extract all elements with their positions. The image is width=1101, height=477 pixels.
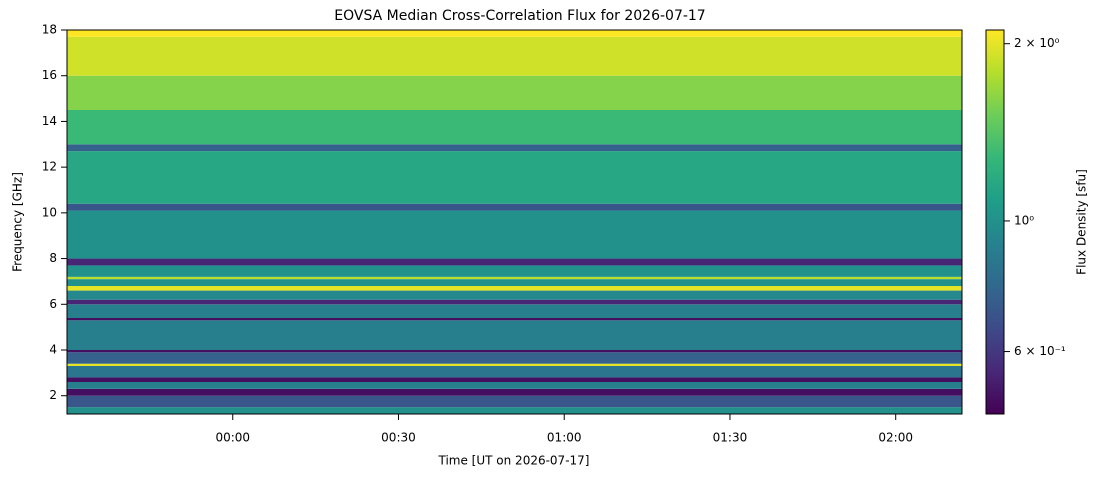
heatmap-cell: [67, 299, 962, 305]
y-tick-label: 10: [42, 205, 57, 219]
heatmap-cell: [67, 377, 962, 382]
x-tick-label: 00:30: [381, 431, 416, 445]
heatmap-cell: [67, 350, 962, 353]
x-tick-label: 01:30: [713, 431, 748, 445]
heatmap-cell: [67, 352, 962, 364]
colorbar-label: Flux Density [sfu]: [1075, 169, 1089, 275]
y-tick-label: 12: [42, 160, 57, 174]
heatmap-cell: [67, 395, 962, 408]
y-tick-label: 18: [42, 23, 57, 37]
colorbar-tick-label: 10⁰: [1014, 213, 1034, 227]
heatmap-cell: [67, 75, 962, 110]
colorbar: [985, 29, 1005, 415]
heatmap-cell: [67, 110, 962, 145]
plot-frame: [66, 29, 963, 415]
heatmap-cell: [67, 30, 962, 37]
x-tick-label: 02:00: [878, 431, 913, 445]
y-tick-label: 8: [49, 251, 57, 265]
heatmap-cell: [67, 286, 962, 291]
heatmap-cell: [67, 276, 962, 280]
heatmap-cell: [67, 36, 962, 76]
heatmap-cell: [67, 382, 962, 389]
heatmap-cell: [67, 265, 962, 277]
y-tick-label: 14: [42, 114, 57, 128]
heatmap-cell: [67, 144, 962, 152]
heatmap-cell: [67, 203, 962, 211]
heatmap-cell: [67, 366, 962, 378]
heatmap-cell: [67, 407, 962, 414]
heatmap-cell: [67, 318, 962, 321]
x-tick-label: 01:00: [547, 431, 582, 445]
colorbar-tick-label: 2 × 10⁰: [1014, 36, 1060, 50]
heatmap-cell: [67, 258, 962, 266]
heatmap-cell: [67, 210, 962, 259]
y-tick-label: 2: [49, 388, 57, 402]
heatmap-cell: [67, 279, 962, 286]
heatmap-cell: [67, 151, 962, 204]
y-tick-label: 6: [49, 297, 57, 311]
heatmap-cell: [67, 290, 962, 300]
heatmap-cell: [67, 320, 962, 350]
heatmap-cell: [67, 363, 962, 366]
y-tick-label: 4: [49, 343, 57, 357]
x-axis-label: Time [UT on 2026-07-17]: [438, 454, 590, 468]
x-tick-label: 00:00: [215, 431, 250, 445]
heatmap-cell: [67, 388, 962, 396]
y-axis-label: Frequency [GHz]: [11, 172, 25, 272]
colorbar-tick-label: 6 × 10⁻¹: [1014, 344, 1066, 358]
chart-title: EOVSA Median Cross-Correlation Flux for …: [334, 8, 705, 24]
heatmap-cell: [67, 304, 962, 318]
y-tick-label: 16: [42, 68, 57, 82]
